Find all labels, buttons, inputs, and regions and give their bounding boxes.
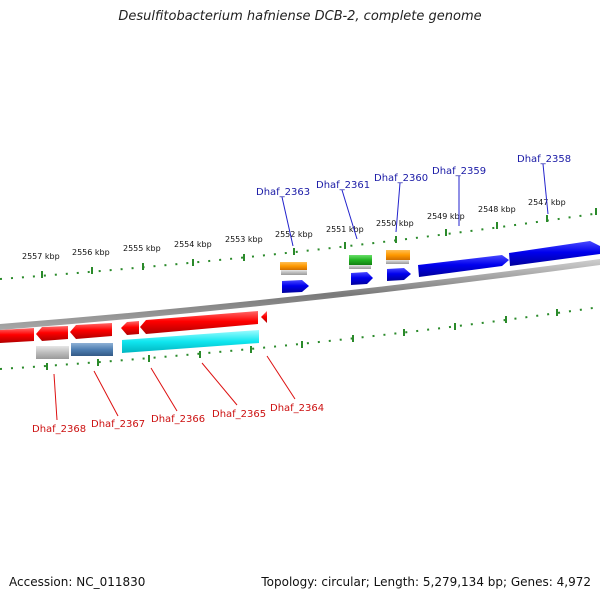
accession-label: Accession: NC_011830	[9, 575, 146, 589]
gene-feature[interactable]	[280, 262, 307, 270]
ruler-label: 2550 kbp	[376, 219, 414, 228]
ruler-top-ticks	[41, 208, 597, 278]
gene-label[interactable]: Dhaf_2360	[374, 173, 428, 184]
ruler-label: 2551 kbp	[326, 225, 364, 234]
map-title: Desulfitobacterium hafniense DCB-2, comp…	[118, 9, 482, 24]
gene-label[interactable]: Dhaf_2358	[517, 154, 571, 165]
ruler-label: 2554 kbp	[174, 240, 212, 249]
ruler-label: 2549 kbp	[427, 212, 465, 221]
gene-label[interactable]: Dhaf_2359	[432, 166, 486, 177]
gene-feature[interactable]	[281, 270, 307, 275]
gene-feature[interactable]	[386, 260, 409, 264]
gene-feature[interactable]	[386, 250, 410, 260]
gene-arrow[interactable]	[261, 311, 267, 323]
gene-arrow[interactable]	[36, 326, 68, 341]
gene-label[interactable]: Dhaf_2368	[32, 424, 86, 435]
ruler-bottom-line	[0, 306, 600, 370]
gene-feature[interactable]	[71, 343, 113, 356]
ruler-label: 2557 kbp	[22, 252, 60, 261]
gene-arrow[interactable]	[351, 272, 373, 285]
gene-arrow[interactable]	[121, 321, 139, 335]
gene-arrow[interactable]	[70, 323, 112, 339]
gene-feature[interactable]	[36, 346, 69, 359]
forward-callouts	[281, 163, 549, 247]
genome-summary: Topology: circular; Length: 5,279,134 bp…	[261, 575, 591, 589]
ruler-label: 2555 kbp	[123, 244, 161, 253]
ruler-label: 2553 kbp	[225, 235, 263, 244]
genome-backbone	[0, 259, 600, 330]
gene-arrow[interactable]	[509, 241, 600, 266]
gene-arrow[interactable]	[0, 328, 34, 343]
gene-label[interactable]: Dhaf_2361	[316, 180, 370, 191]
gene-arrow[interactable]	[140, 311, 258, 334]
reverse-strand	[0, 311, 267, 359]
gene-feature[interactable]	[122, 330, 259, 353]
reverse-callouts	[53, 355, 296, 421]
ruler-bottom-ticks	[46, 309, 558, 370]
ruler-label: 2548 kbp	[478, 205, 516, 214]
ruler-label: 2556 kbp	[72, 248, 110, 257]
ruler-label: 2552 kbp	[275, 230, 313, 239]
ruler-top-line	[0, 212, 600, 280]
gene-arrow[interactable]	[282, 280, 309, 293]
gene-label[interactable]: Dhaf_2364	[270, 403, 324, 414]
gene-feature[interactable]	[349, 265, 371, 269]
gene-label[interactable]: Dhaf_2366	[151, 414, 205, 425]
gene-label[interactable]: Dhaf_2365	[212, 409, 266, 420]
forward-strand	[280, 241, 600, 293]
gene-label[interactable]: Dhaf_2363	[256, 187, 310, 198]
gene-arrow[interactable]	[387, 268, 411, 281]
gene-feature[interactable]	[349, 255, 372, 265]
gene-arrow[interactable]	[418, 255, 509, 277]
gene-label[interactable]: Dhaf_2367	[91, 419, 145, 430]
